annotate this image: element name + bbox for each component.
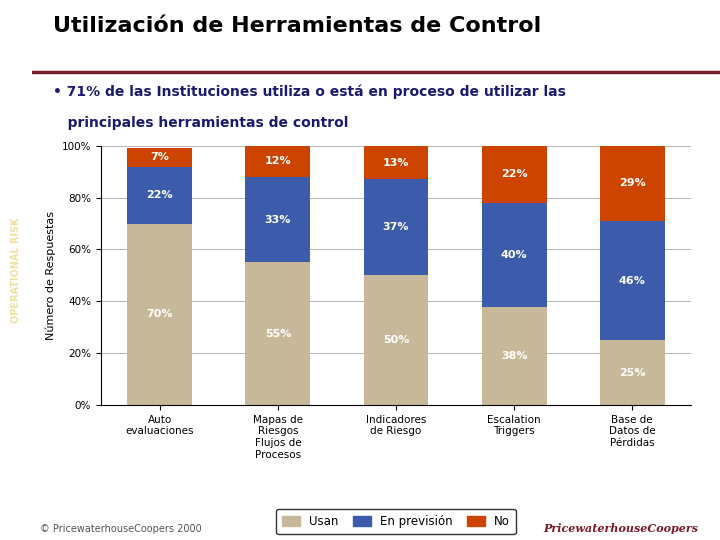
Text: 40%: 40%: [501, 249, 527, 260]
Bar: [246, 177, 310, 262]
Bar: [364, 275, 428, 405]
Bar: [600, 340, 665, 405]
Y-axis label: Número de Respuestas: Número de Respuestas: [45, 211, 56, 340]
Text: 50%: 50%: [383, 335, 409, 345]
Bar: [600, 146, 665, 221]
Bar: [246, 262, 310, 405]
Text: 25%: 25%: [619, 368, 645, 377]
Bar: [482, 203, 546, 307]
Text: 37%: 37%: [383, 222, 409, 232]
Text: 22%: 22%: [501, 170, 527, 179]
Text: 33%: 33%: [265, 215, 291, 225]
Text: PricewaterhouseCoopers: PricewaterhouseCoopers: [544, 523, 698, 534]
Text: 38%: 38%: [501, 351, 527, 361]
Text: 29%: 29%: [618, 178, 646, 188]
Bar: [364, 146, 428, 179]
Text: OPERATIONAL RISK: OPERATIONAL RISK: [12, 217, 21, 323]
Text: Utilización de Herramientas de Control: Utilización de Herramientas de Control: [53, 16, 541, 37]
Text: © PricewaterhouseCoopers 2000: © PricewaterhouseCoopers 2000: [40, 523, 202, 534]
Legend: Usan, En previsión, No: Usan, En previsión, No: [276, 509, 516, 534]
Text: 12%: 12%: [265, 157, 291, 166]
Text: principales herramientas de control: principales herramientas de control: [53, 116, 348, 130]
Bar: [482, 146, 546, 203]
Text: 7%: 7%: [150, 152, 169, 163]
Text: 46%: 46%: [618, 275, 646, 286]
Text: 22%: 22%: [147, 190, 173, 200]
Bar: [127, 148, 192, 166]
Bar: [364, 179, 428, 275]
Bar: [482, 307, 546, 405]
Text: 13%: 13%: [383, 158, 409, 167]
Bar: [246, 146, 310, 177]
Bar: [600, 221, 665, 340]
Text: 55%: 55%: [265, 329, 291, 339]
Bar: [127, 224, 192, 405]
Text: • 71% de las Instituciones utiliza o está en proceso de utilizar las: • 71% de las Instituciones utiliza o est…: [53, 84, 566, 98]
Bar: [127, 166, 192, 224]
Text: 70%: 70%: [147, 309, 173, 319]
